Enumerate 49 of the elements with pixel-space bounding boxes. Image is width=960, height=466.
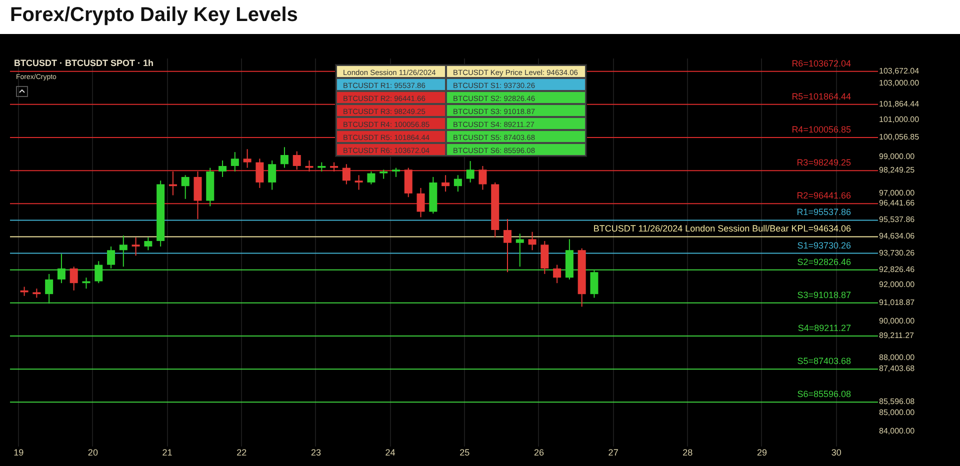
y-tick-label: 84,000.00 <box>879 426 916 436</box>
x-tick-label: 29 <box>756 448 767 458</box>
y-tick-label: 90,000.00 <box>879 316 916 326</box>
ref-line-label: R3=98249.25 <box>796 158 851 168</box>
y-tick-label: 101,000.00 <box>879 115 920 124</box>
x-tick-label: 26 <box>534 448 544 458</box>
ref-line-label: R2=96441.66 <box>796 190 851 201</box>
x-tick-label: 20 <box>88 448 98 458</box>
ref-line-label: R4=100056.85 <box>792 124 851 134</box>
y-tick-label: 103,672.04 <box>879 66 920 76</box>
y-tick-label: 85,596.08 <box>879 397 916 406</box>
y-tick-label: 101,864.44 <box>879 99 920 108</box>
y-tick-label: 93,730.26 <box>879 248 916 258</box>
y-tick-label: 98,249.25 <box>879 166 916 175</box>
ref-line-label: S3=91018.87 <box>797 290 851 300</box>
y-tick-label: 87,403.68 <box>879 364 916 374</box>
ref-line-label: R5=101864.44 <box>792 91 851 102</box>
x-tick-label: 25 <box>460 448 470 458</box>
x-tick-label: 23 <box>310 448 321 458</box>
ref-line-label: R1=95537.86 <box>796 207 851 218</box>
ref-line-label: S4=89211.27 <box>798 322 851 333</box>
y-tick-label: 94,634.06 <box>879 232 916 241</box>
y-tick-label: 97,000.00 <box>879 188 916 198</box>
y-tick-label: 95,537.86 <box>879 215 916 224</box>
y-tick-label: 100,056.85 <box>879 132 920 142</box>
ref-line-label: BTCUSDT 11/26/2024 London Session Bull/Bear KPL=94634.06 <box>593 224 851 234</box>
y-tick-label: 99,000.00 <box>879 152 916 161</box>
chart-title: Forex/Crypto Daily Key Levels <box>10 4 298 27</box>
ref-line-label: S2=92826.46 <box>797 256 851 267</box>
y-tick-label: 96,441.66 <box>879 198 916 208</box>
y-tick-label: 88,000.00 <box>879 353 916 362</box>
x-tick-label: 22 <box>236 448 247 458</box>
x-tick-label: 19 <box>14 448 24 458</box>
y-tick-label: 91,018.87 <box>879 298 916 307</box>
annotation: BTCUSDT · BTCUSDT SPOT · 1h <box>14 58 154 68</box>
ref-line-label: R6=103672.04 <box>792 58 851 68</box>
y-tick-label: 89,211.27 <box>879 330 915 340</box>
y-tick-label: 85,000.00 <box>879 408 916 418</box>
x-tick-label: 24 <box>385 448 396 458</box>
ref-line-label: S1=93730.26 <box>797 240 851 250</box>
y-tick-label: 92,826.46 <box>879 264 916 274</box>
x-tick-label: 30 <box>831 448 842 458</box>
ref-line-label: S5=87403.68 <box>797 356 851 366</box>
ref-line-label: S6=85596.08 <box>797 389 851 400</box>
y-tick-label: 103,000.00 <box>879 78 920 88</box>
x-tick-label: 21 <box>162 448 172 458</box>
y-tick-label: 92,000.00 <box>879 280 916 289</box>
x-tick-label: 28 <box>682 448 693 458</box>
x-tick-label: 27 <box>608 448 618 458</box>
